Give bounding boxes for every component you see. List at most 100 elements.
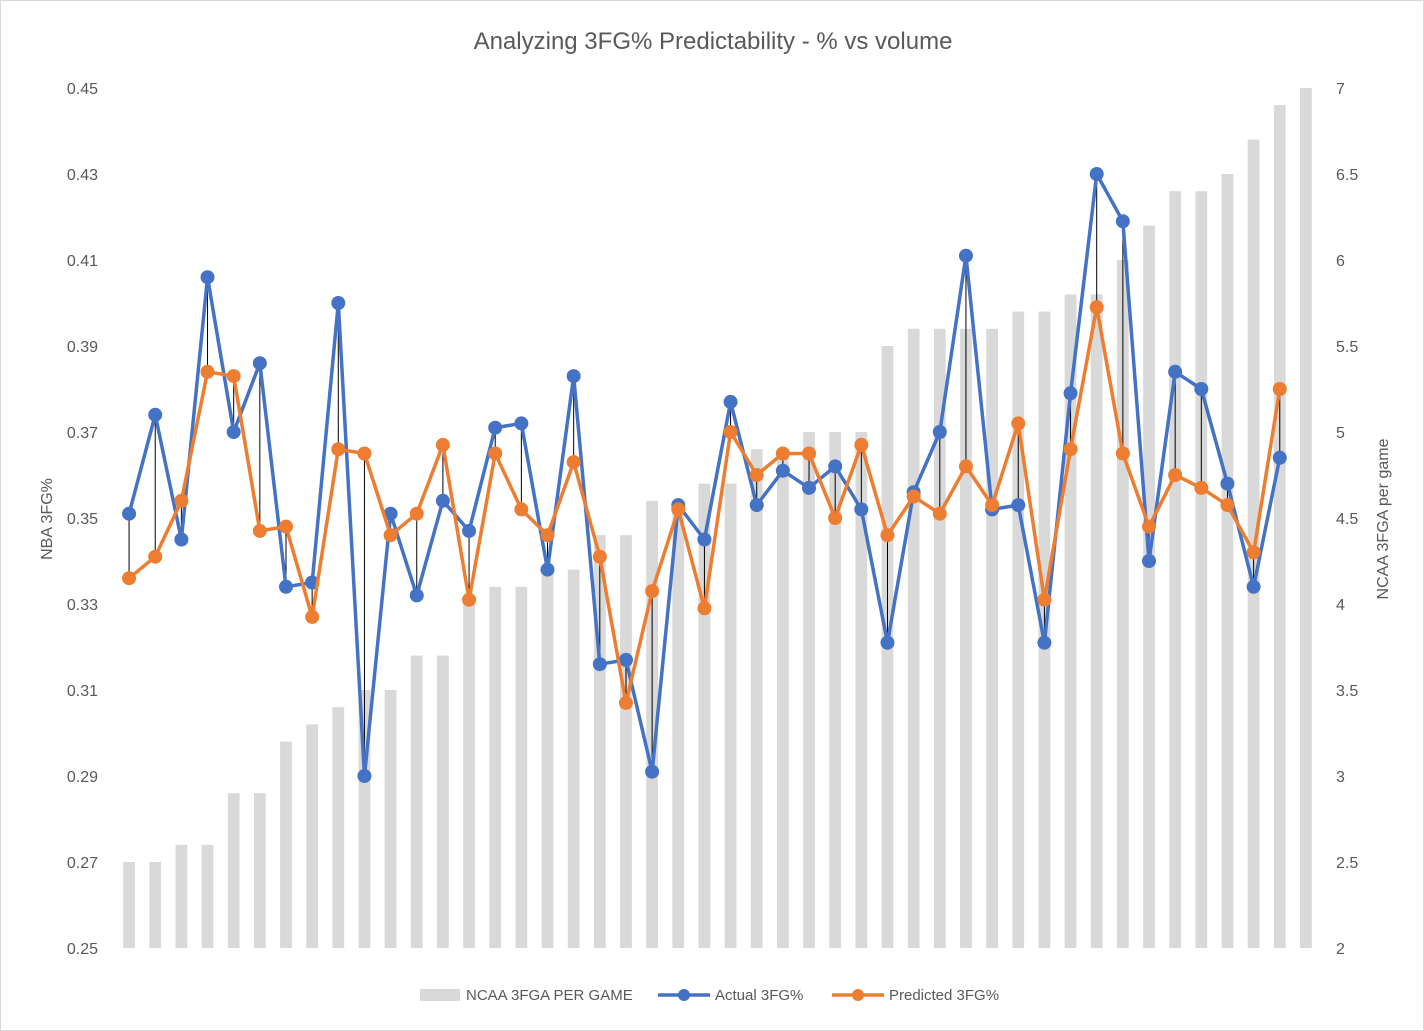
actual-point xyxy=(618,652,633,667)
bar xyxy=(750,449,763,948)
actual-point xyxy=(1063,386,1078,401)
bar xyxy=(515,586,528,948)
actual-point xyxy=(1037,635,1052,650)
actual-point xyxy=(357,769,372,783)
bar xyxy=(1169,191,1182,948)
actual-point xyxy=(1272,450,1287,465)
predicted-point xyxy=(854,437,869,452)
y2-tick-label: 4 xyxy=(1336,597,1345,614)
bar xyxy=(280,741,292,948)
predicted-point xyxy=(775,446,790,461)
bar xyxy=(1195,191,1208,948)
predicted-point xyxy=(566,455,581,470)
predicted-point xyxy=(985,498,1000,513)
predicted-point xyxy=(1011,416,1026,431)
bar xyxy=(1300,88,1312,948)
y2-tick-label: 4.5 xyxy=(1336,511,1358,528)
predicted-point xyxy=(1194,480,1209,495)
predicted-point xyxy=(1115,446,1130,461)
bar xyxy=(1273,105,1286,948)
hi-lo-lines-layer xyxy=(128,174,1281,776)
predicted-point xyxy=(226,369,241,384)
bar xyxy=(253,793,266,948)
predicted-point xyxy=(540,528,555,543)
bar xyxy=(829,432,842,948)
predicted-point xyxy=(1272,382,1287,396)
actual-point xyxy=(566,369,581,384)
bar xyxy=(1143,225,1155,949)
predicted-point xyxy=(906,489,921,504)
actual-point xyxy=(723,394,738,409)
predicted-point xyxy=(880,528,895,543)
actual-point xyxy=(200,270,215,285)
predicted-point xyxy=(331,442,346,457)
predicted-point xyxy=(435,437,450,452)
bar xyxy=(698,483,711,948)
y-axis-title: NBA 3FG% xyxy=(39,478,56,560)
bar xyxy=(384,690,397,948)
bar xyxy=(803,432,815,948)
predicted-point xyxy=(932,506,947,521)
bar xyxy=(1064,294,1077,948)
legend-label-bars: NCAA 3FGA PER GAME xyxy=(466,987,633,1004)
bar xyxy=(620,535,632,948)
predicted-point xyxy=(1063,442,1078,457)
y2-tick-label: 3.5 xyxy=(1336,683,1358,700)
bars-layer xyxy=(123,88,1312,949)
bar xyxy=(463,604,475,948)
actual-point xyxy=(958,248,973,263)
y-tick-label: 0.41 xyxy=(67,253,98,270)
y2-axis-title: NCAA 3FGA per game xyxy=(1375,438,1392,599)
predicted-point xyxy=(1089,300,1104,315)
predicted-point xyxy=(958,459,973,474)
actual-point xyxy=(749,498,764,513)
predicted-point xyxy=(305,609,320,624)
bar xyxy=(1090,294,1103,948)
chart-title: Analyzing 3FG% Predictability - % vs vol… xyxy=(474,28,953,55)
predicted-point xyxy=(148,549,163,564)
predicted-point xyxy=(592,549,607,564)
actual-point xyxy=(645,764,660,779)
bar xyxy=(777,449,789,948)
bar xyxy=(986,328,998,948)
actual-point xyxy=(880,635,895,650)
predicted-point xyxy=(1220,498,1235,513)
actual-point xyxy=(540,562,555,577)
y2-tick-label: 2.5 xyxy=(1336,855,1358,872)
predicted-point xyxy=(802,446,817,461)
bar xyxy=(410,655,423,948)
bar xyxy=(855,432,868,948)
bar xyxy=(1221,174,1234,948)
predicted-point xyxy=(1142,519,1157,534)
bar xyxy=(933,328,946,948)
bar xyxy=(960,328,972,948)
legend-actual-marker xyxy=(678,989,690,1001)
bar xyxy=(541,569,554,948)
bar xyxy=(227,793,240,948)
predicted-point xyxy=(252,523,267,538)
y-tick-label: 0.29 xyxy=(67,769,98,786)
y-tick-label: 0.35 xyxy=(67,511,98,528)
predicted-point xyxy=(514,502,529,517)
actual-point xyxy=(174,532,189,547)
y2-tick-label: 6.5 xyxy=(1336,167,1358,184)
y2-tick-label: 5.5 xyxy=(1336,339,1358,356)
actual-point xyxy=(278,579,293,594)
predicted-point xyxy=(122,571,137,586)
actual-point xyxy=(1089,167,1104,181)
predicted-point xyxy=(828,511,843,525)
predicted-point xyxy=(174,493,189,508)
actual-point xyxy=(1115,214,1130,229)
bar xyxy=(201,844,214,948)
actual-point xyxy=(828,459,843,474)
predicted-point xyxy=(1246,545,1261,560)
legend-label-actual: Actual 3FG% xyxy=(715,987,803,1004)
predicted-point xyxy=(671,502,686,517)
y-tick-label: 0.27 xyxy=(67,855,98,872)
actual-point xyxy=(435,493,450,508)
bar xyxy=(332,707,345,948)
actual-point xyxy=(802,480,817,495)
bar xyxy=(724,483,737,948)
